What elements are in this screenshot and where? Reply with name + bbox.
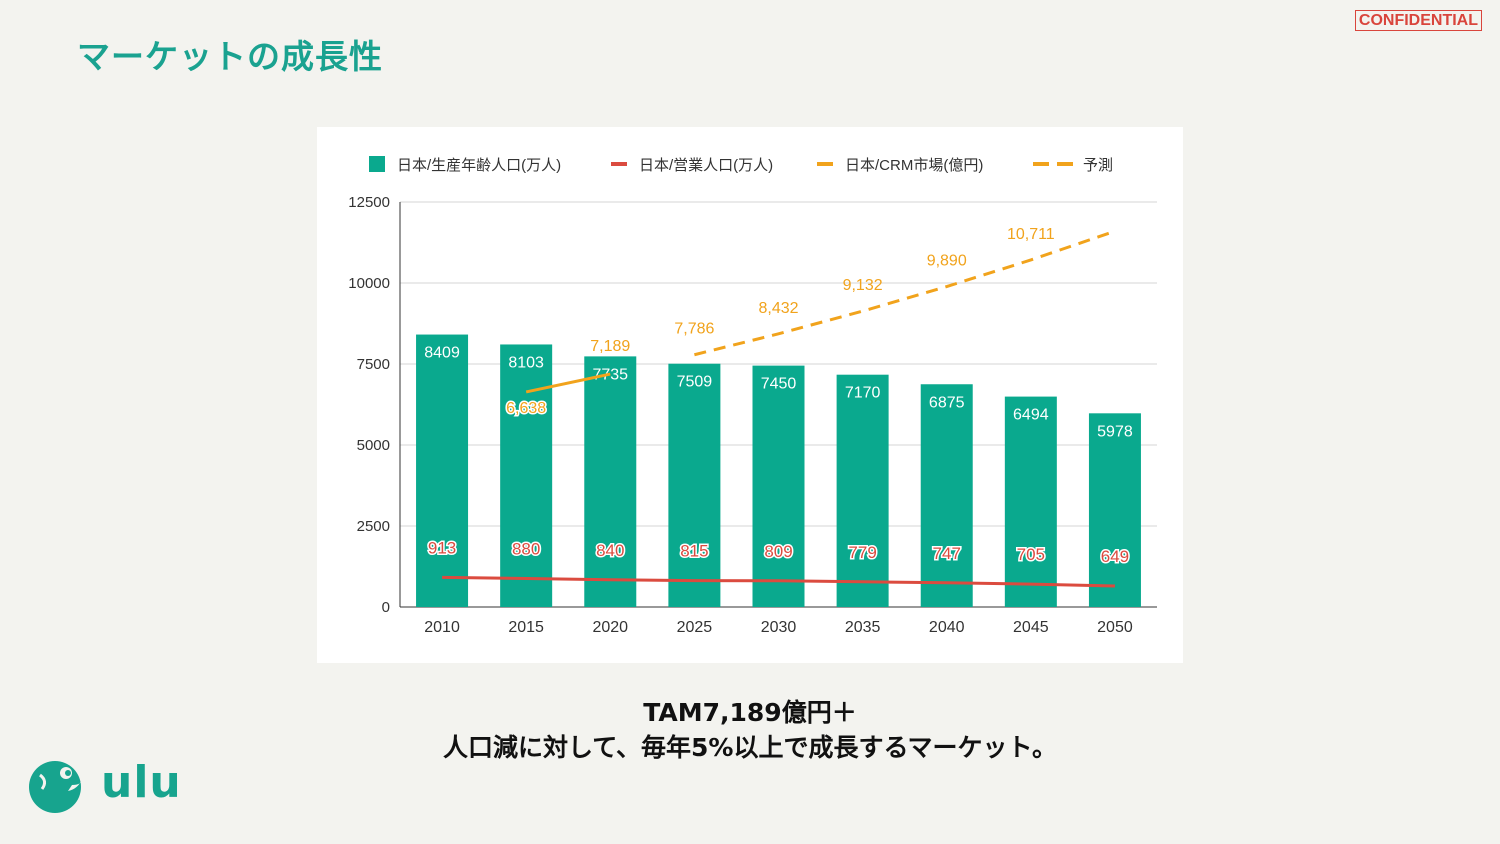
crm-market-label: 7,189 xyxy=(590,338,630,355)
bar-value-label: 5978 xyxy=(1097,423,1133,440)
sales-population-label: 809 xyxy=(764,542,792,561)
bar-value-label: 7170 xyxy=(845,385,881,402)
x-tick-label: 2030 xyxy=(761,619,797,636)
sales-population-label: 779 xyxy=(848,543,876,562)
bar-value-label: 7450 xyxy=(761,376,797,393)
x-tick-label: 2035 xyxy=(845,619,881,636)
sales-population-label: 880 xyxy=(512,539,540,558)
bar-2045 xyxy=(1004,396,1057,607)
bar-value-label: 8103 xyxy=(508,354,544,371)
crm-market-line xyxy=(525,372,611,394)
legend-sales-population: 日本/営業人口(万人) xyxy=(639,157,773,174)
legend-population: 日本/生産年齢人口(万人) xyxy=(397,157,561,174)
legend-crm-market-swatch xyxy=(817,162,833,166)
legend-sales-population-swatch xyxy=(611,162,627,166)
bar-2010 xyxy=(416,334,469,607)
bar-2035 xyxy=(836,374,889,607)
ulu-logo-icon xyxy=(29,761,82,813)
bar-2040 xyxy=(920,384,973,607)
forecast-label: 9,890 xyxy=(927,253,967,270)
x-tick-label: 2040 xyxy=(929,619,965,636)
forecast-label: 8,432 xyxy=(758,300,798,317)
legend-forecast-swatch xyxy=(1057,162,1073,166)
forecast-label: 7,786 xyxy=(674,321,714,338)
page-title: マーケットの成長性 xyxy=(77,37,383,76)
y-tick-label: 5000 xyxy=(357,437,390,454)
sales-population-label: 815 xyxy=(680,542,708,561)
bar-value-label: 8409 xyxy=(424,345,460,362)
x-tick-label: 2015 xyxy=(508,619,544,636)
bar-2025 xyxy=(668,363,721,607)
y-tick-label: 0 xyxy=(382,599,390,616)
y-tick-label: 12500 xyxy=(348,194,390,211)
forecast-label: 10,711 xyxy=(1007,226,1055,243)
sales-population-label: 747 xyxy=(933,544,961,563)
bar-2050 xyxy=(1088,413,1141,607)
confidential-badge: CONFIDENTIAL xyxy=(1354,10,1482,31)
logo-text: ulu xyxy=(101,757,182,808)
forecast-line xyxy=(694,229,1116,357)
x-tick-label: 2020 xyxy=(592,619,628,636)
sales-population-line xyxy=(442,575,1115,588)
y-tick-label: 10000 xyxy=(348,275,390,292)
bar-2020 xyxy=(584,356,637,607)
crm-market-label: 6,638 xyxy=(506,400,546,417)
legend-population-swatch xyxy=(369,156,385,172)
sales-population-label: 705 xyxy=(1017,545,1045,564)
bar-2030 xyxy=(752,365,805,607)
legend-forecast-swatch xyxy=(1033,162,1049,166)
x-tick-label: 2025 xyxy=(677,619,713,636)
chart-card: 0 2500 5000 7500 10000 12500 8409 8103 7735 7509 7… xyxy=(317,127,1183,663)
sales-population-label: 913 xyxy=(428,538,456,557)
x-tick-label: 2050 xyxy=(1097,619,1133,636)
x-tick-label: 2010 xyxy=(424,619,460,636)
caption-tam: TAM7,189億円＋ xyxy=(643,698,857,727)
legend-crm-market: 日本/CRM市場(億円) xyxy=(845,157,983,174)
bar-2015 xyxy=(500,344,553,607)
bar-value-label: 6494 xyxy=(1013,407,1049,424)
sales-population-label: 840 xyxy=(596,541,624,560)
forecast-label: 9,132 xyxy=(843,277,883,294)
y-tick-label: 2500 xyxy=(357,518,390,535)
bar-value-label: 7509 xyxy=(677,374,713,391)
caption-growth: 人口減に対して、毎年5%以上で成長するマーケット。 xyxy=(443,733,1057,762)
y-tick-label: 7500 xyxy=(357,356,390,373)
bar-value-label: 6875 xyxy=(929,394,965,411)
sales-population-label: 649 xyxy=(1101,547,1129,566)
x-tick-label: 2045 xyxy=(1013,619,1049,636)
legend-forecast: 予測 xyxy=(1083,157,1113,174)
